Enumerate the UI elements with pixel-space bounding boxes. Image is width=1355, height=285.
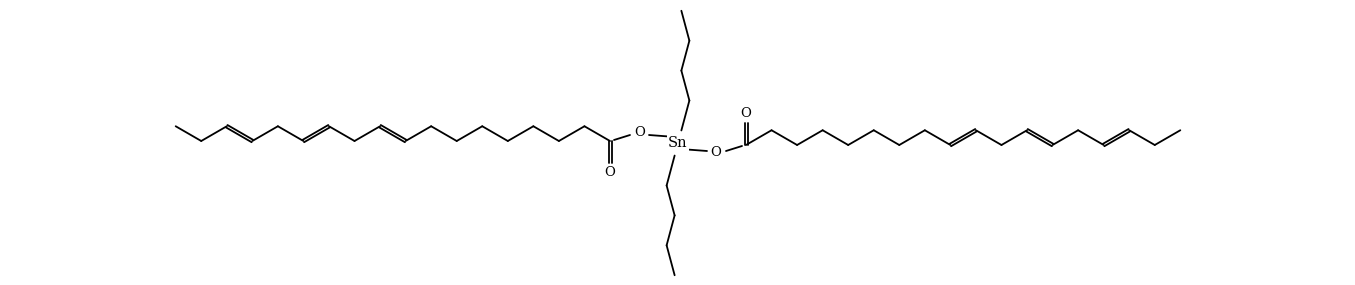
Text: O: O xyxy=(710,146,721,160)
Text: O: O xyxy=(634,127,645,139)
Text: Sn: Sn xyxy=(668,136,688,150)
Text: O: O xyxy=(604,166,615,178)
Text: Sn: Sn xyxy=(668,136,688,150)
Text: O: O xyxy=(741,107,752,121)
Text: O: O xyxy=(604,166,615,178)
Text: O: O xyxy=(710,146,721,160)
Text: O: O xyxy=(741,107,752,121)
Text: O: O xyxy=(634,127,645,139)
